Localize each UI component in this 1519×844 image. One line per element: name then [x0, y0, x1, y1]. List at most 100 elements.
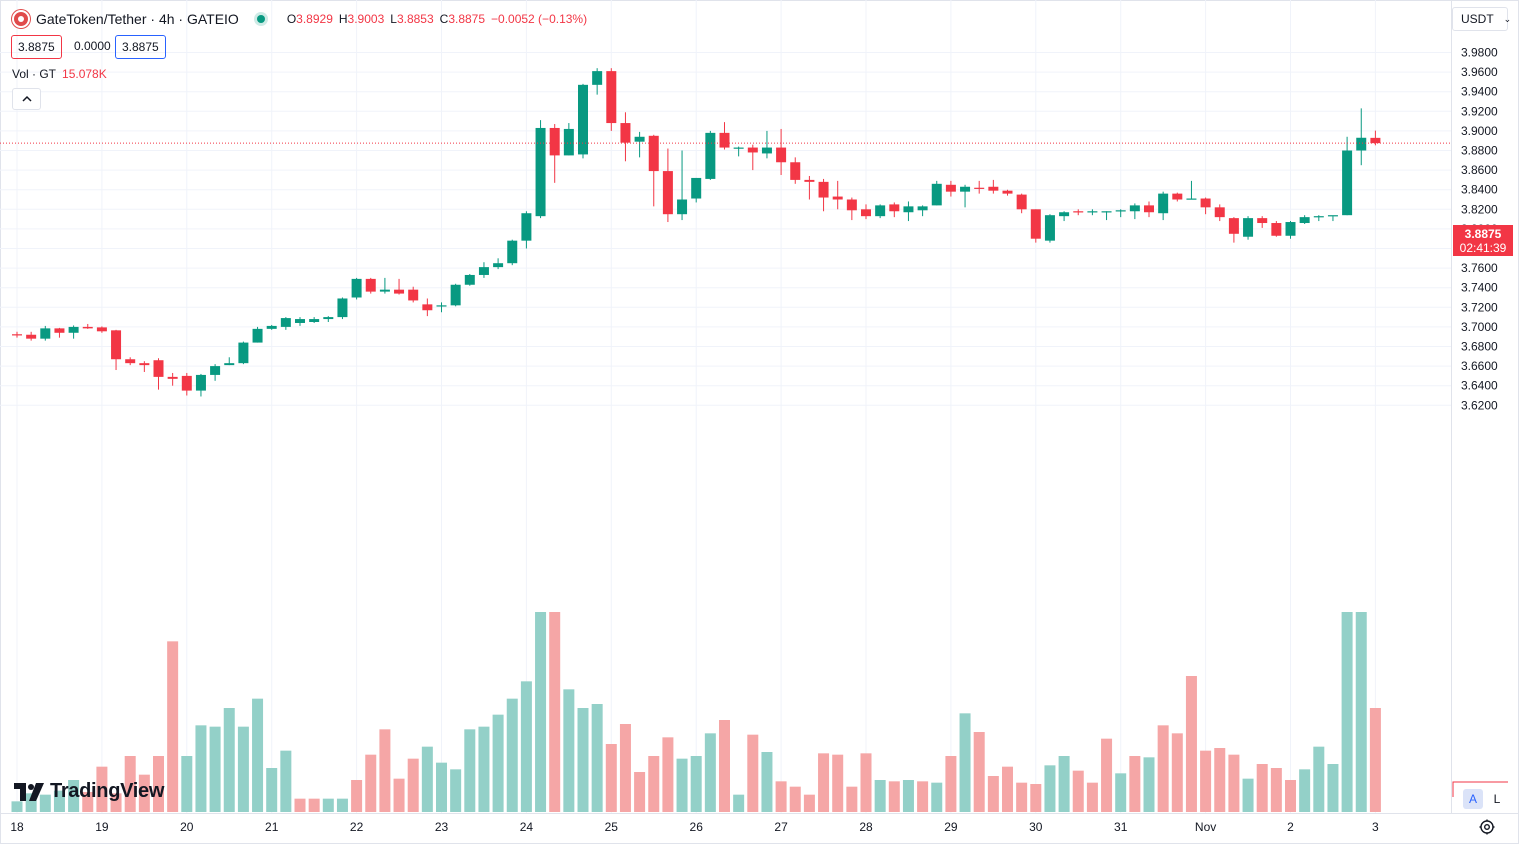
candle[interactable]	[1101, 211, 1112, 221]
candle[interactable]	[988, 179, 999, 194]
candle[interactable]	[960, 184, 971, 208]
candle[interactable]	[12, 331, 22, 338]
time-axis[interactable]: 18 19 20 21 22 23 24 25 26 27 28 29 30 31 Nov 2 3	[0, 813, 1519, 835]
candle[interactable]	[82, 323, 93, 329]
candle[interactable]	[903, 201, 914, 222]
candle[interactable]	[295, 317, 305, 326]
candle[interactable]	[1243, 216, 1254, 240]
candle[interactable]	[761, 130, 772, 159]
candle[interactable]	[1172, 192, 1183, 202]
candle[interactable]	[889, 202, 900, 218]
ask-price-box[interactable]: 3.8875	[115, 35, 166, 59]
symbol-legend[interactable]: GateToken/Tether · 4h · GATEIO O 3.8929 H…	[12, 10, 587, 28]
candle[interactable]	[224, 357, 235, 366]
candle[interactable]	[719, 122, 730, 150]
bid-price-box[interactable]: 3.8875	[11, 35, 62, 59]
candles[interactable]	[12, 68, 1381, 397]
candle[interactable]	[252, 326, 263, 343]
candle[interactable]	[606, 68, 617, 131]
candle[interactable]	[747, 144, 758, 171]
candle[interactable]	[1030, 209, 1041, 243]
candle[interactable]	[1271, 221, 1282, 237]
candle[interactable]	[1313, 215, 1324, 222]
candle[interactable]	[620, 112, 631, 162]
candle[interactable]	[337, 297, 348, 320]
candle[interactable]	[54, 327, 65, 338]
candle[interactable]	[436, 302, 447, 313]
candle[interactable]	[1144, 201, 1154, 218]
candle[interactable]	[111, 329, 122, 371]
candle[interactable]	[40, 325, 51, 341]
candle[interactable]	[1186, 180, 1197, 200]
candle[interactable]	[662, 148, 673, 223]
candle[interactable]	[493, 258, 504, 270]
auto-scale-button[interactable]: A	[1463, 789, 1483, 809]
candle[interactable]	[1257, 216, 1268, 228]
candle[interactable]	[804, 175, 815, 200]
candle[interactable]	[1158, 191, 1169, 221]
candle[interactable]	[634, 131, 645, 158]
candle[interactable]	[945, 180, 956, 197]
candle[interactable]	[507, 239, 518, 266]
candle[interactable]	[379, 277, 390, 294]
candle[interactable]	[450, 283, 461, 307]
candle[interactable]	[776, 128, 787, 175]
symbol-title[interactable]: GateToken/Tether · 4h · GATEIO	[36, 11, 239, 27]
candle[interactable]	[563, 123, 574, 156]
candle[interactable]	[1002, 189, 1013, 196]
candle[interactable]	[1016, 193, 1027, 214]
candle[interactable]	[1129, 203, 1140, 220]
candle[interactable]	[818, 178, 829, 212]
candle[interactable]	[365, 277, 376, 294]
candle[interactable]	[323, 316, 334, 322]
candle[interactable]	[1342, 136, 1353, 216]
candle[interactable]	[26, 331, 37, 341]
candle[interactable]	[309, 317, 320, 323]
candle[interactable]	[1087, 209, 1098, 216]
candle[interactable]	[875, 204, 886, 219]
candle[interactable]	[592, 68, 603, 95]
candle[interactable]	[733, 146, 744, 157]
candle[interactable]	[1044, 214, 1055, 243]
candle[interactable]	[464, 273, 475, 286]
candle[interactable]	[266, 324, 277, 330]
candle[interactable]	[1285, 221, 1296, 239]
candle[interactable]	[139, 361, 150, 372]
candle[interactable]	[931, 180, 942, 206]
candle[interactable]	[1115, 209, 1126, 218]
candle[interactable]	[535, 120, 546, 219]
gear-icon[interactable]	[1478, 818, 1496, 836]
candle[interactable]	[1370, 130, 1381, 146]
candle[interactable]	[578, 83, 588, 159]
candle[interactable]	[280, 317, 291, 330]
candle[interactable]	[181, 372, 192, 396]
tradingview-logo[interactable]: TradingView	[14, 780, 164, 803]
candle[interactable]	[832, 180, 843, 210]
candle[interactable]	[549, 124, 560, 183]
log-scale-button[interactable]: L	[1493, 792, 1501, 806]
candle[interactable]	[167, 372, 178, 386]
candle[interactable]	[408, 286, 419, 303]
candle[interactable]	[521, 211, 532, 249]
candle[interactable]	[238, 341, 249, 365]
candle[interactable]	[478, 262, 489, 278]
candle[interactable]	[125, 357, 136, 366]
candle[interactable]	[394, 278, 405, 295]
candle[interactable]	[96, 326, 107, 333]
candle[interactable]	[1327, 215, 1338, 222]
candle[interactable]	[974, 180, 985, 194]
candle[interactable]	[1214, 204, 1225, 222]
candle[interactable]	[677, 150, 688, 221]
candle[interactable]	[195, 373, 206, 397]
candle[interactable]	[1073, 209, 1084, 216]
candle[interactable]	[648, 134, 659, 207]
candle[interactable]	[153, 358, 164, 390]
candle[interactable]	[1200, 197, 1211, 215]
candle[interactable]	[1299, 215, 1310, 224]
candle[interactable]	[351, 277, 362, 300]
candle[interactable]	[210, 364, 221, 381]
candle[interactable]	[1228, 217, 1239, 243]
candle[interactable]	[917, 205, 928, 217]
candle[interactable]	[846, 197, 857, 221]
